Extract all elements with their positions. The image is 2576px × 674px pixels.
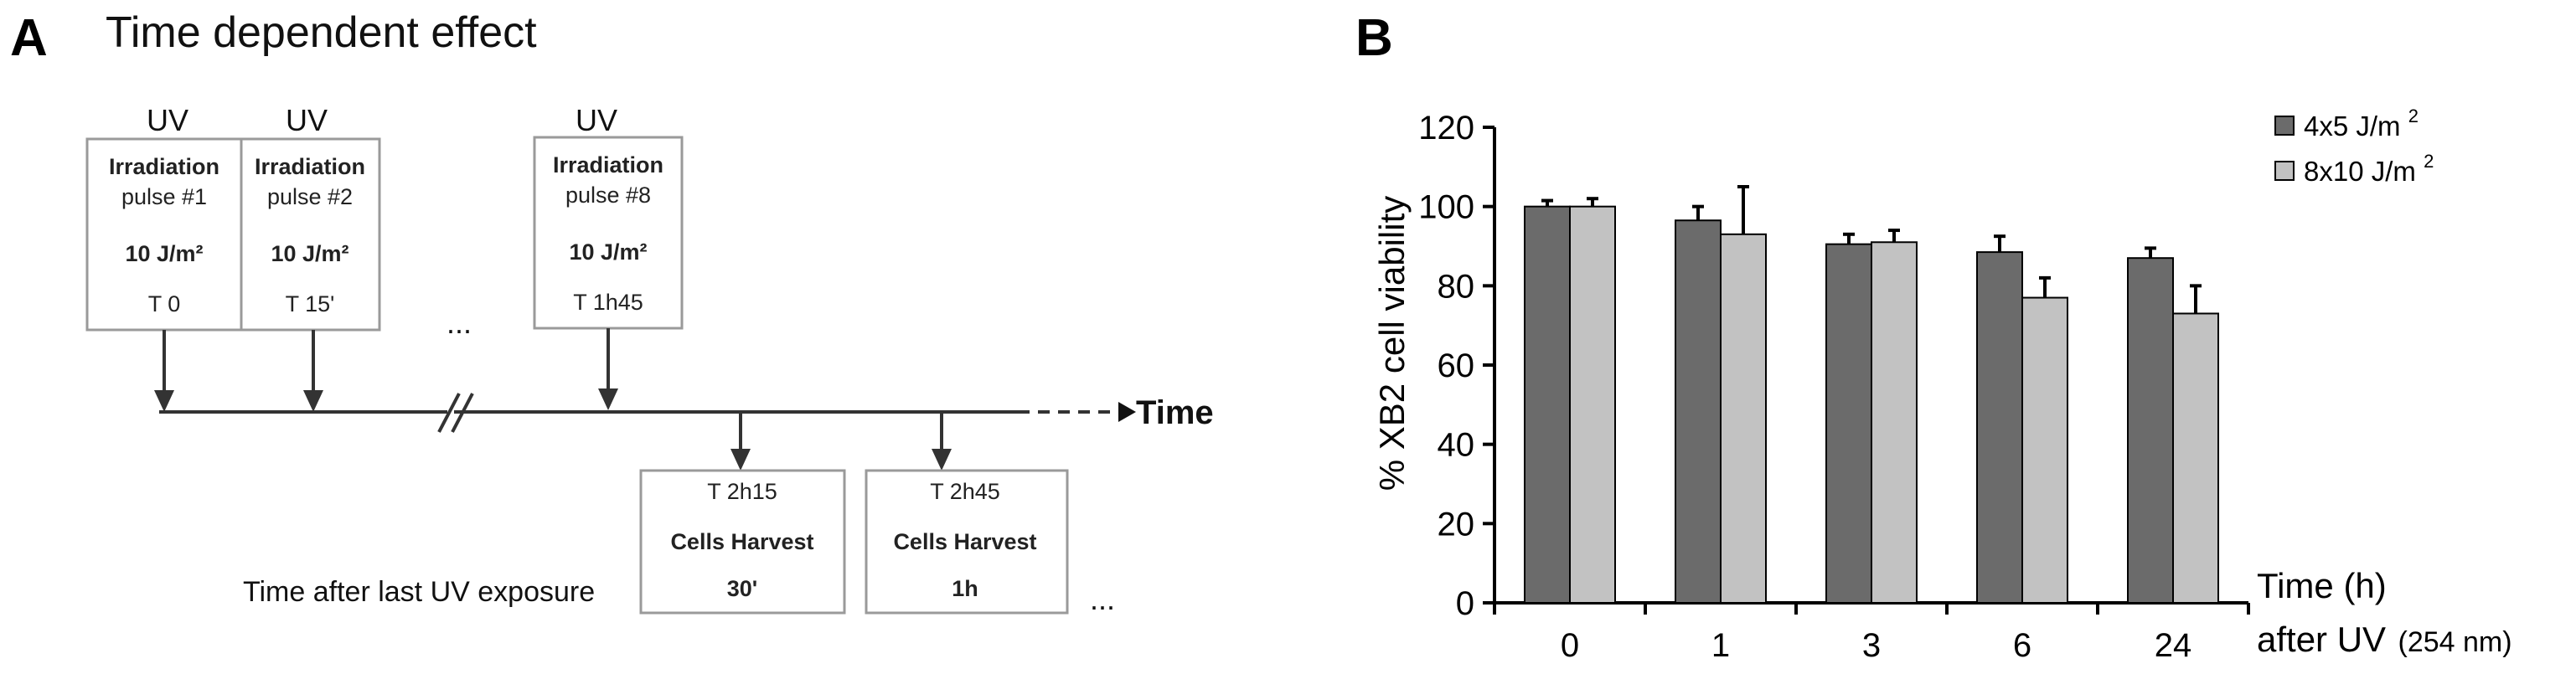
pulse-8: UV Irradiation pulse #8 10 J/m² T 1h45 [533, 103, 684, 330]
pulse-1: UV Irradiation pulse #1 10 J/m² T 0 [85, 103, 244, 332]
arrow-head [303, 390, 323, 412]
legend-label-series1: 4x5 J/m 2 [2304, 105, 2419, 141]
axis-break-mark [437, 393, 461, 433]
pulse-dose: 10 J/m² [569, 239, 647, 265]
x-axis-label-line1: Time (h) [2257, 566, 2387, 605]
pulse-time: T 15' [286, 291, 335, 316]
x-tick-label: 0 [1561, 627, 1579, 664]
axis-break-mark [451, 393, 474, 433]
y-tick-label: 80 [1438, 268, 1475, 305]
harvest-box [639, 469, 846, 615]
y-tick-label: 0 [1456, 585, 1474, 622]
y-tick-label: 100 [1418, 189, 1474, 226]
harvest-after: 1h [952, 576, 978, 601]
harvest-label: Cells Harvest [893, 529, 1036, 554]
legend-swatch-series1 [2274, 116, 2295, 136]
ellipsis-mid: ... [447, 306, 472, 340]
arrow-head [932, 449, 952, 471]
arrow-head [154, 390, 174, 412]
pulse-box [240, 137, 381, 332]
pulse-number: pulse #8 [565, 183, 651, 208]
legend-label-sup: 2 [2424, 151, 2434, 172]
time-label: Time [1136, 394, 1214, 431]
pulse-time: T 1h45 [573, 290, 643, 315]
bar-series2 [1720, 233, 1767, 604]
y-axis: 0 20 40 60 80 100 120 [1418, 110, 1496, 622]
pulse-label: Irradiation [255, 154, 365, 179]
pulse-dose: 10 J/m² [271, 241, 348, 266]
pulse-number: pulse #1 [121, 184, 207, 209]
harvest-label: Cells Harvest [670, 529, 813, 554]
pulse-dose: 10 J/m² [125, 241, 203, 266]
time-arrow-head [1118, 402, 1136, 422]
uv-label: UV [147, 103, 188, 137]
pulse-2: UV Irradiation pulse #2 10 J/m² T 15' [240, 103, 381, 332]
x-axis: 0 1 3 6 24 [1493, 601, 2250, 664]
pulse-label: Irradiation [109, 154, 219, 179]
pulse-label: Irradiation [553, 152, 663, 178]
panel-a: A Time dependent effect UV Irradiation p… [10, 8, 1214, 616]
legend: 4x5 J/m 2 8x10 J/m 2 [2274, 105, 2434, 187]
x-axis-label-text: after UV [2257, 620, 2386, 659]
harvest-box [865, 469, 1069, 615]
pulse-arrows [154, 328, 618, 412]
y-tick-label: 40 [1438, 427, 1475, 464]
timeline: Time [159, 393, 1214, 433]
y-tick-label: 20 [1438, 506, 1475, 543]
uv-label: UV [286, 103, 328, 137]
uv-label: UV [576, 103, 617, 137]
legend-label-sup: 2 [2408, 105, 2419, 126]
pulse-number: pulse #2 [267, 184, 353, 209]
y-tick-label: 120 [1418, 110, 1474, 147]
pulse-box [533, 136, 684, 330]
bar-series1 [1825, 243, 1872, 604]
legend-label-text: 4x5 J/m [2304, 111, 2401, 141]
bars [1524, 185, 2219, 605]
harvest-after: 30' [727, 576, 757, 601]
harvest-time: T 2h15 [707, 479, 777, 504]
panel-a-title: Time dependent effect [106, 8, 537, 57]
bar-series1 [1524, 205, 1571, 605]
bar-series2 [1871, 241, 1918, 604]
x-tick-label: 3 [1862, 627, 1881, 664]
legend-swatch-series2 [2274, 161, 2295, 181]
bar-series1 [1976, 251, 2023, 604]
arrow-head [730, 449, 751, 471]
ellipsis-end: ... [1090, 582, 1115, 616]
x-tick-label: 24 [2155, 627, 2192, 664]
harvest-1: T 2h15 Cells Harvest 30' [639, 469, 846, 615]
arrow-head [598, 388, 618, 410]
x-tick-label: 6 [2013, 627, 2031, 664]
bar-series1 [2127, 257, 2174, 604]
pulse-time: T 0 [148, 291, 181, 316]
bar-series2 [1569, 205, 1616, 605]
pulse-box [85, 137, 244, 332]
y-tick-label: 60 [1438, 347, 1475, 384]
legend-label-series2: 8x10 J/m 2 [2304, 151, 2434, 187]
harvest-2: T 2h45 Cells Harvest 1h [865, 469, 1069, 615]
legend-label-text: 8x10 J/m [2304, 156, 2416, 187]
x-axis-label-note: (254 nm) [2398, 626, 2512, 658]
bar-series2 [2021, 296, 2068, 604]
bar-series1 [1675, 219, 1722, 604]
x-axis-label-line2: after UV (254 nm) [2257, 620, 2512, 659]
y-axis-label: % XB2 cell viability [1372, 196, 1412, 491]
harvest-time: T 2h45 [930, 479, 1000, 504]
time-after-label: Time after last UV exposure [243, 576, 595, 608]
bar-series2 [2172, 312, 2219, 604]
panel-b-letter: B [1355, 9, 1393, 67]
harvest-arrows [730, 412, 952, 471]
panel-a-letter: A [10, 9, 48, 67]
x-tick-label: 1 [1711, 627, 1730, 664]
